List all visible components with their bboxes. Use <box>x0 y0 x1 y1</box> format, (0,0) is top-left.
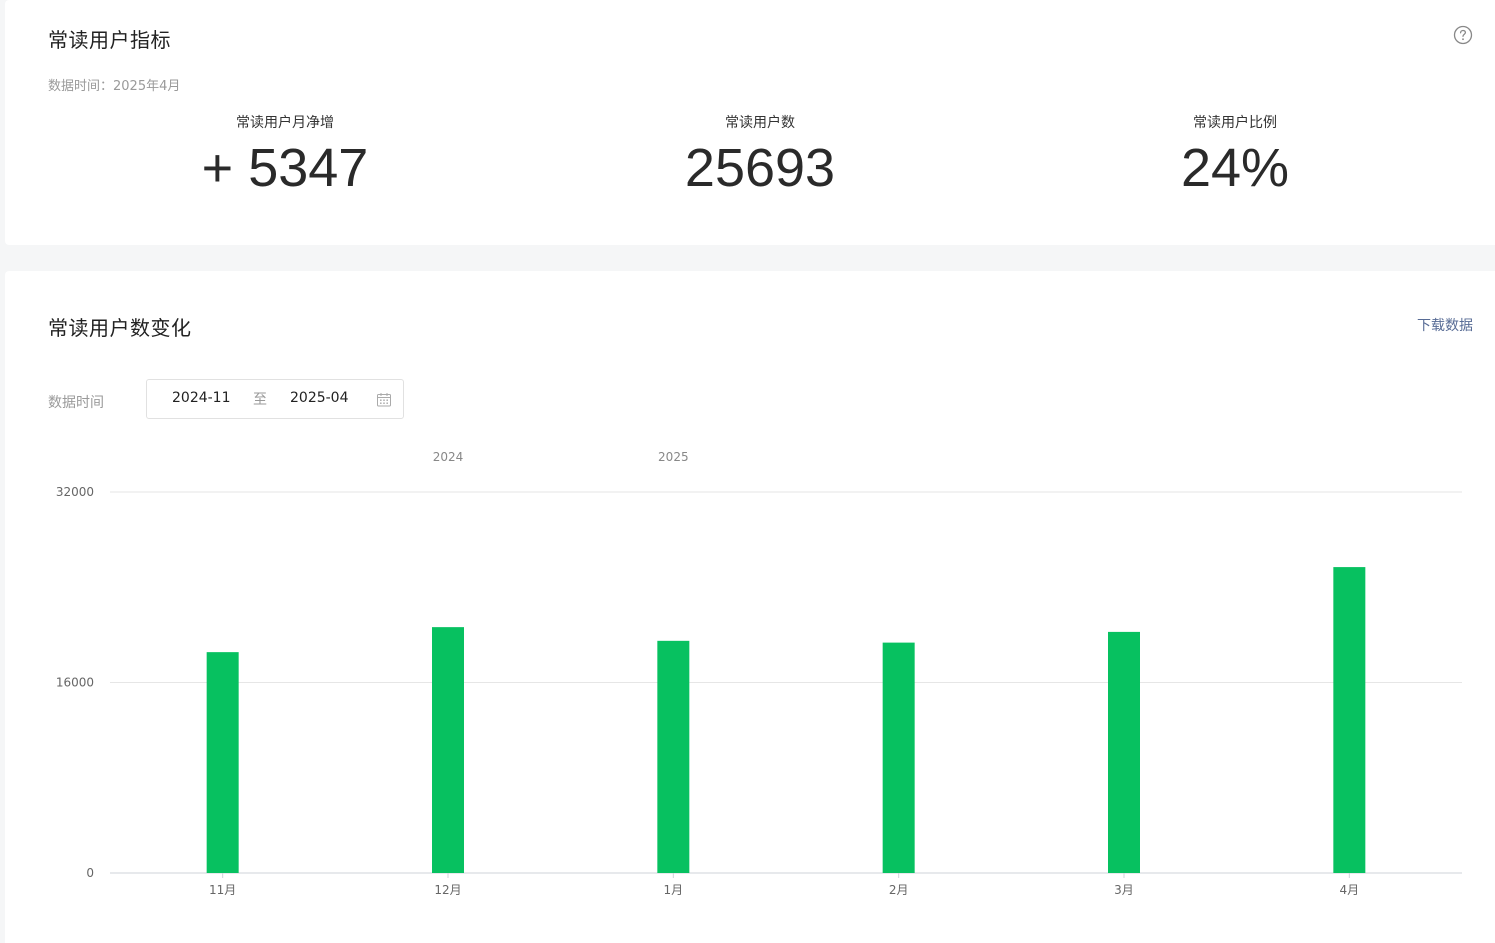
chart-y-tick-label: 0 <box>86 866 94 880</box>
metric-user-ratio: 常读用户比例 24% <box>1085 113 1385 201</box>
date-start-input[interactable]: 2024-11 <box>172 390 231 406</box>
trend-card-title: 常读用户数变化 <box>48 316 192 340</box>
chart-bar <box>206 652 239 873</box>
chart-bar <box>657 640 690 873</box>
date-filter-label: 数据时间 <box>48 395 104 411</box>
chart-x-tick-label: 12月 <box>434 883 461 897</box>
metric-label: 常读用户数 <box>725 115 795 131</box>
metric-user-count: 常读用户数 25693 <box>610 113 910 201</box>
chart-x-tick-label: 4月 <box>1340 883 1360 897</box>
chart-bar <box>1108 631 1140 873</box>
metric-label: 常读用户月净增 <box>236 115 334 131</box>
metric-label: 常读用户比例 <box>1193 115 1277 131</box>
date-end-input[interactable]: 2025-04 <box>290 390 349 406</box>
chart-bar <box>432 627 464 873</box>
user-count-bar-chart: 0 16000 32000 11月 12月 1月 2月 3月 4月 2024 2025 <box>56 450 1462 897</box>
chart-bar <box>1333 567 1366 873</box>
chart-y-tick-label: 32000 <box>56 485 94 499</box>
chart-x-tick-label: 1月 <box>664 883 684 897</box>
chart-year-label: 2025 <box>658 450 689 464</box>
calendar-icon[interactable] <box>376 392 392 408</box>
chart-y-tick-label: 16000 <box>56 676 94 690</box>
metric-value: + 5347 <box>201 138 369 198</box>
download-data-link[interactable]: 下载数据 <box>1417 318 1473 334</box>
chart-bar <box>882 642 915 873</box>
metric-value: 24% <box>1180 138 1290 198</box>
date-separator: 至 <box>253 392 267 408</box>
chart-x-tick-label: 2月 <box>889 883 909 897</box>
metric-net-increase: 常读用户月净增 + 5347 <box>135 113 435 201</box>
trend-card: 常读用户数变化 下载数据 数据时间 2024-11 至 2025-04 0 160… <box>5 271 1495 943</box>
metrics-data-time: 数据时间：2025年4月 <box>48 79 181 94</box>
date-range-picker[interactable]: 2024-11 至 2025-04 <box>146 379 404 419</box>
chart-year-label: 2024 <box>433 450 464 464</box>
question-circle-icon[interactable] <box>1453 25 1473 45</box>
chart-x-tick-label: 11月 <box>209 883 236 897</box>
metrics-card-title: 常读用户指标 <box>48 28 171 52</box>
metric-value: 25693 <box>684 138 836 198</box>
chart-x-tick-label: 3月 <box>1114 883 1134 897</box>
metrics-card: 常读用户指标 数据时间：2025年4月 常读用户月净增 + 5347 常读用户数… <box>5 0 1495 245</box>
